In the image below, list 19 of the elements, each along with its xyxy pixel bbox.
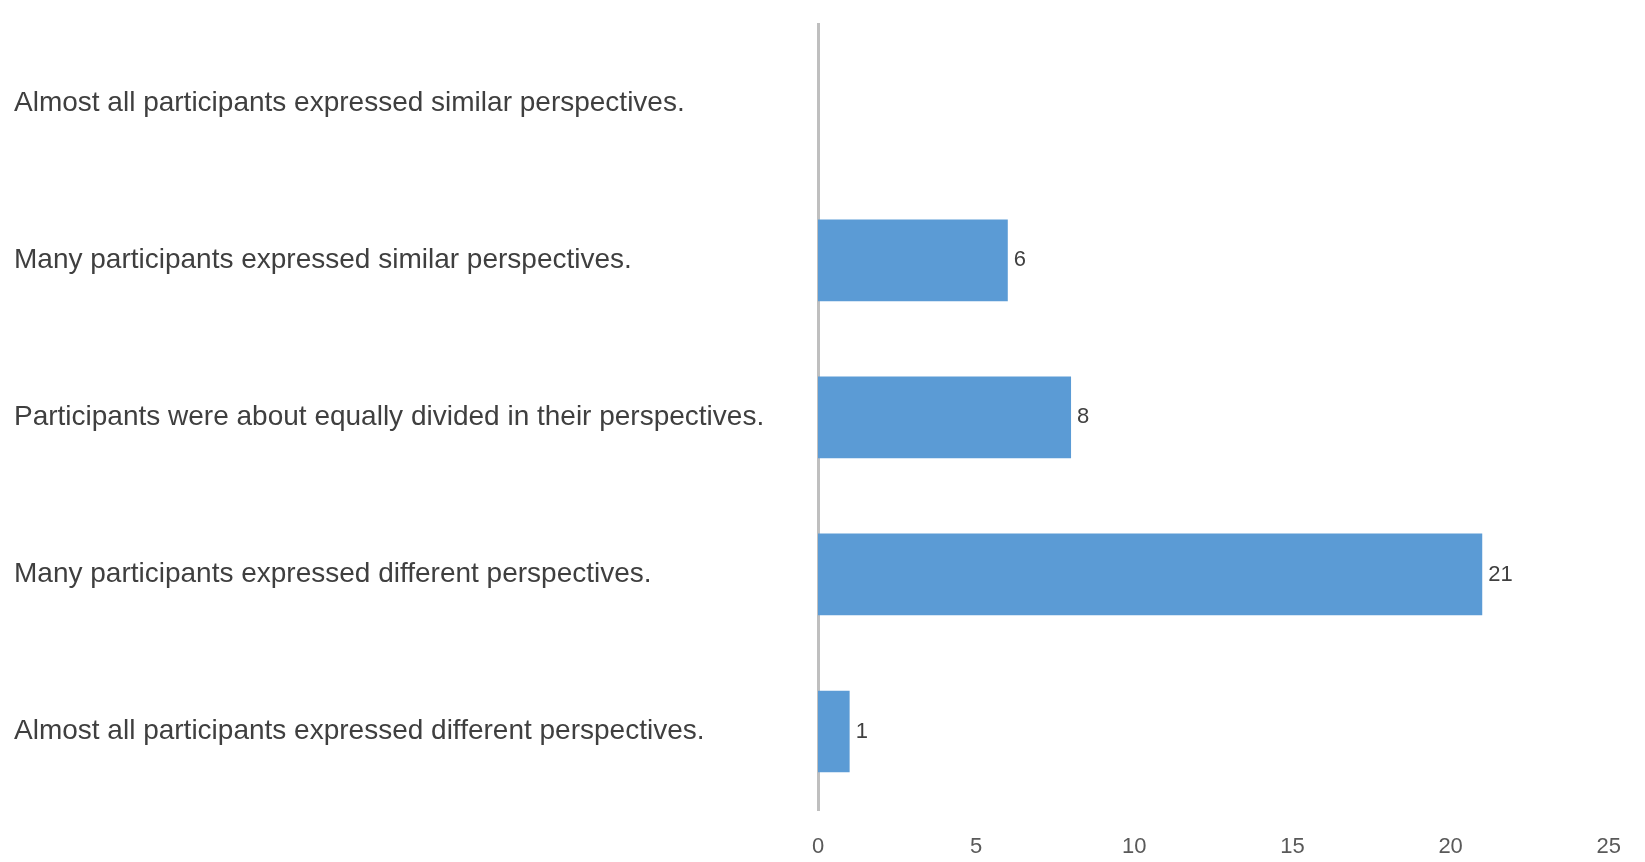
y-tick-label: Almost all participants expressed different perspectives. — [14, 714, 705, 746]
data-label: 8 — [1077, 403, 1090, 429]
data-label: 21 — [1488, 560, 1513, 586]
bar — [818, 376, 1072, 459]
y-tick-label: Many participants expressed similar perspectives. — [14, 243, 632, 275]
bar — [818, 533, 1483, 616]
bar — [818, 690, 850, 773]
data-label: 1 — [855, 717, 868, 743]
x-tick-label: 0 — [811, 833, 825, 859]
y-tick-label: Many participants expressed different perspectives. — [14, 557, 652, 589]
data-label: 6 — [1013, 246, 1027, 272]
x-tick-label: 25 — [1596, 833, 1622, 859]
x-tick-label: 10 — [1122, 833, 1147, 859]
y-tick-label: Participants were about equally divided in their perspectives. — [14, 400, 765, 432]
x-tick-label: 20 — [1438, 833, 1463, 859]
x-tick-label: 5 — [970, 833, 983, 859]
x-tick-label: 15 — [1280, 833, 1305, 859]
y-tick-label: Almost all participants expressed similar perspectives. — [14, 86, 685, 118]
bar — [818, 219, 1008, 302]
